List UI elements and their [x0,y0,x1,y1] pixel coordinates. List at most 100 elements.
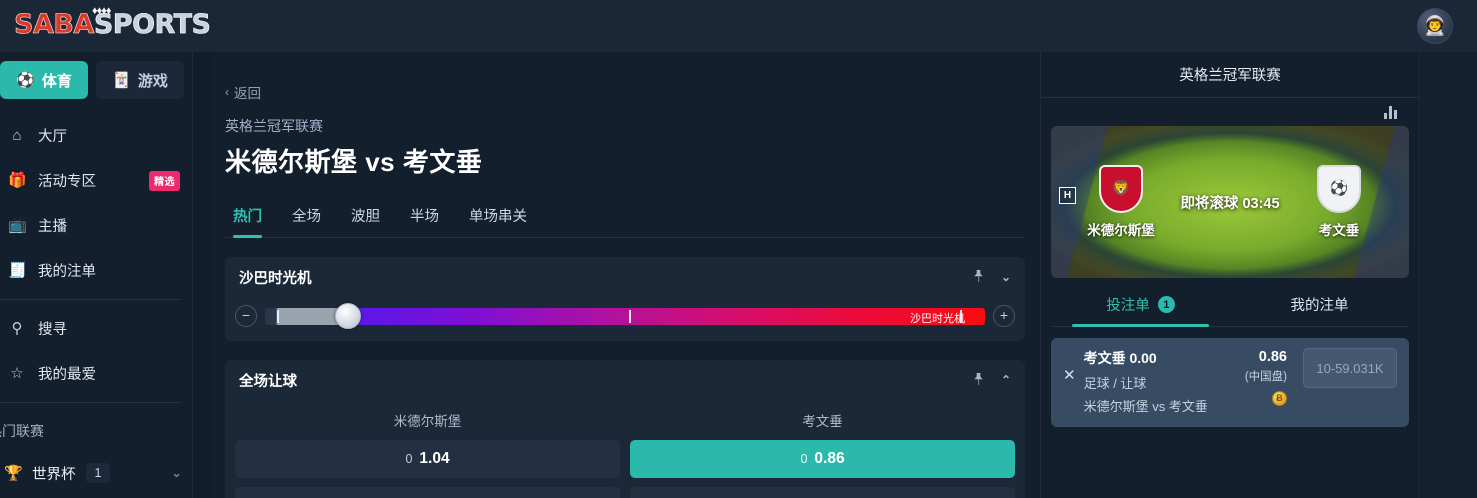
right-panel: 英格兰冠军联赛 H 🦁 米德尔斯堡 即将滚球 03:45 ⚽ 考文垂 [1040,52,1420,498]
odds-row [235,487,1015,498]
slider-tick [628,309,631,323]
sidebar-item-streamers[interactable]: 📺 主播 [0,203,192,248]
betslip-odds-type: (中国盘) [1244,371,1287,383]
home-icon: ⌂ [12,127,22,144]
home-indicator-badge: H [1059,187,1076,204]
broadcast-icon: 📺 [8,217,27,234]
top-header: ♦♦♦♦ SABA SPORTS 👨‍🚀 [0,0,1477,52]
sidebar-item-lobby-label: 大厅 [38,129,67,145]
betslip-match: 米德尔斯堡 vs 考文垂 [1083,399,1208,414]
odds-column-away: 考文垂 [802,414,843,429]
sidebar-item-promotions-label: 活动专区 [38,174,96,190]
odds-button-home[interactable]: 0 1.04 [235,440,620,478]
logo-primary-text: SABA [14,9,95,41]
timemachine-slider[interactable]: 沙巴时光机 [265,303,985,329]
right-gutter [1421,52,1477,498]
mode-tab-games[interactable]: 🃏 游戏 [96,61,184,99]
odds-row: 0 1.04 0 0.86 [235,440,1015,478]
timemachine-panel: 沙巴时光机 ⌄ − 沙巴时光机 [225,257,1025,341]
sidebar-item-my-bets[interactable]: 🧾 我的注单 [0,248,192,293]
odds-button-home-2[interactable] [235,487,620,498]
away-team-name: 考文垂 [1318,223,1360,238]
chevron-left-icon: ‹ [225,85,229,99]
sidebar-section-title: 热门联赛 [0,423,44,439]
sidebar-league-world-cup[interactable]: 🏆 世界杯 1 ⌄ [0,451,192,495]
astronaut-avatar-icon: 👨‍🚀 [1423,15,1447,37]
brand-logo[interactable]: ♦♦♦♦ SABA SPORTS [14,5,212,43]
sidebar-divider-1 [0,299,182,300]
close-icon[interactable]: ✕ [1063,367,1076,384]
match-preview-content: H 🦁 米德尔斯堡 即将滚球 03:45 ⚽ 考文垂 [1051,126,1409,278]
slider-increment-button[interactable]: + [993,305,1015,327]
coin-icon[interactable]: Ƀ [1272,391,1287,406]
bar-chart-icon[interactable] [1384,105,1397,119]
back-button-label: 返回 [234,86,261,101]
sidebar-item-my-bets-label: 我的注单 [38,264,96,280]
breadcrumb: 英格兰冠军联赛 [225,118,323,134]
betslip-count-badge: 1 [1157,296,1175,313]
crest-mark: ⚽ [1329,180,1349,198]
chevron-up-icon[interactable]: ⌃ [1000,373,1011,387]
tab-my-bets[interactable]: 我的注单 [1230,294,1409,326]
sidebar-nav: ⌂ 大厅 🎁 活动专区 精选 📺 主播 🧾 我的注单 ⚲ 搜寻 [0,109,192,495]
handicap-odds-grid: 米德尔斯堡 考文垂 0 1.04 0 0.86 [225,400,1025,498]
right-panel-title: 英格兰冠军联赛 [1041,52,1419,98]
tab-correct-score[interactable]: 波胆 [351,209,380,225]
tab-betslip[interactable]: 投注单 1 [1051,294,1230,327]
logo-secondary-text: SPORTS [93,9,212,41]
tab-betslip-label: 投注单 [1106,298,1150,314]
betslip-odds-block: 0.86 (中国盘) Ƀ [1245,348,1287,415]
stake-input[interactable]: 10-59.031K [1303,348,1397,388]
sidebar-item-lobby[interactable]: ⌂ 大厅 [0,113,192,158]
odds-handicap-value: 0 [405,452,413,466]
search-icon: ⚲ [11,320,23,337]
timemachine-actions: ⌄ [972,269,1011,286]
page-title: 米德尔斯堡 vs 考文垂 [225,147,483,177]
tab-hot[interactable]: 热门 [233,205,262,238]
sidebar-item-streamers-label: 主播 [38,219,67,235]
chevron-down-icon[interactable]: ⌄ [1000,270,1011,284]
mode-tab-sports[interactable]: ⚽ 体育 [0,61,88,99]
tab-fulltime[interactable]: 全场 [292,209,321,225]
tab-my-bets-label: 我的注单 [1290,298,1349,314]
odds-handicap-value: 0 [800,452,808,466]
odds-column-home: 米德尔斯堡 [393,414,462,429]
sidebar-item-search-label: 搜寻 [38,322,67,338]
betslip-market: 足球 / 让球 [1083,376,1147,391]
timemachine-title: 沙巴时光机 [239,270,312,287]
slider-tick [959,309,962,323]
back-button[interactable]: ‹ 返回 [225,82,1025,102]
betslip-item: ✕ 考文垂 0.00 足球 / 让球 米德尔斯堡 vs 考文垂 0.86 (中国… [1051,338,1409,427]
home-team-block: H 🦁 米德尔斯堡 [1059,165,1173,239]
mode-tab-group: ⚽ 体育 🃏 游戏 [0,52,192,109]
chevron-down-icon[interactable]: ⌄ [171,465,182,480]
match-preview-card[interactable]: H 🦁 米德尔斯堡 即将滚球 03:45 ⚽ 考文垂 [1051,126,1409,278]
odds-price-value: 1.04 [419,450,450,467]
betslip-odds: 0.86 [1258,349,1287,365]
tab-halftime[interactable]: 半场 [410,209,439,225]
handicap-panel: 全场让球 ⌃ 米德尔斯堡 考文垂 0 [225,360,1025,498]
sidebar-item-search[interactable]: ⚲ 搜寻 [0,306,192,351]
match-status-text: 即将滚球 03:45 [1180,195,1280,212]
slider-decrement-button[interactable]: − [235,305,257,327]
handicap-panel-header[interactable]: 全场让球 ⌃ [225,360,1025,400]
timemachine-panel-header[interactable]: 沙巴时光机 ⌄ [225,257,1025,297]
sidebar-item-favorites[interactable]: ☆ 我的最爱 [0,351,192,396]
trophy-icon: 🏆 [4,464,23,482]
market-tab-group: 热门 全场 波胆 半场 单场串关 [225,205,1025,238]
odds-button-away[interactable]: 0 0.86 [630,440,1015,478]
odds-button-away-2[interactable] [630,487,1015,498]
slider-label: 沙巴时光机 [910,312,965,325]
slider-thumb[interactable] [334,303,361,329]
pin-icon[interactable] [972,269,985,286]
tab-single-parlay[interactable]: 单场串关 [469,209,527,225]
sidebar-item-promotions[interactable]: 🎁 活动专区 精选 [0,158,192,203]
mode-tab-sports-label: 体育 [41,72,72,90]
sidebar-league-label: 世界杯 [32,466,76,483]
left-sidebar: ⚽ 体育 🃏 游戏 ⌂ 大厅 🎁 活动专区 精选 📺 主播 [0,52,193,498]
mode-tab-games-label: 游戏 [137,72,168,90]
gift-icon: 🎁 [8,172,27,189]
pin-icon[interactable] [972,372,985,389]
avatar[interactable]: 👨‍🚀 [1417,8,1453,44]
